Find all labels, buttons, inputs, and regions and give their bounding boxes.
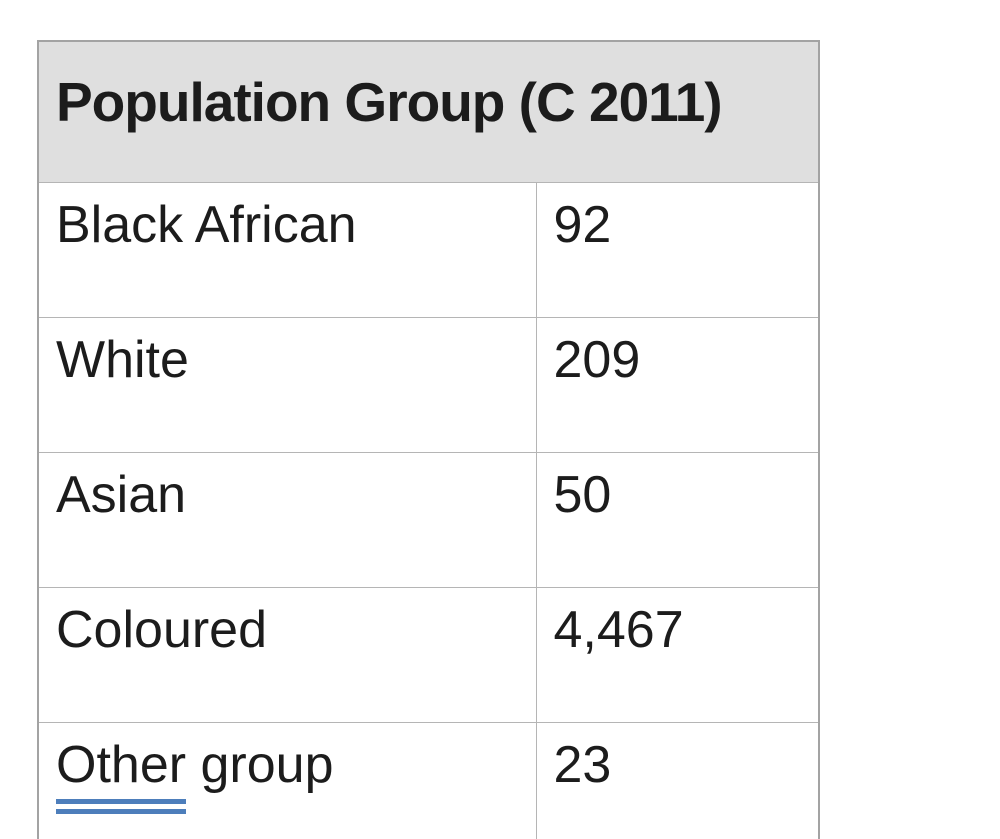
row-label-rest: group	[186, 736, 334, 794]
table-row: White 209	[37, 317, 820, 453]
row-label: Other group	[37, 722, 537, 839]
table-title: Population Group (C 2011)	[37, 40, 820, 183]
row-label: Coloured	[37, 587, 537, 723]
table-row: Coloured 4,467	[37, 587, 820, 723]
row-label: White	[37, 317, 537, 453]
table-row: Black African 92	[37, 182, 820, 318]
table-row: Asian 50	[37, 452, 820, 588]
row-value: 92	[535, 182, 820, 318]
row-value: 50	[535, 452, 820, 588]
row-value: 209	[535, 317, 820, 453]
grammar-check-underlined-word: Other	[56, 736, 187, 814]
row-value: 4,467	[535, 587, 820, 723]
table-header-row: Population Group (C 2011)	[37, 40, 820, 183]
row-label: Black African	[37, 182, 537, 318]
row-value: 23	[535, 722, 820, 839]
population-table: Population Group (C 2011) Black African …	[37, 40, 820, 839]
row-label: Asian	[37, 452, 537, 588]
table-row: Other group 23	[37, 722, 820, 839]
